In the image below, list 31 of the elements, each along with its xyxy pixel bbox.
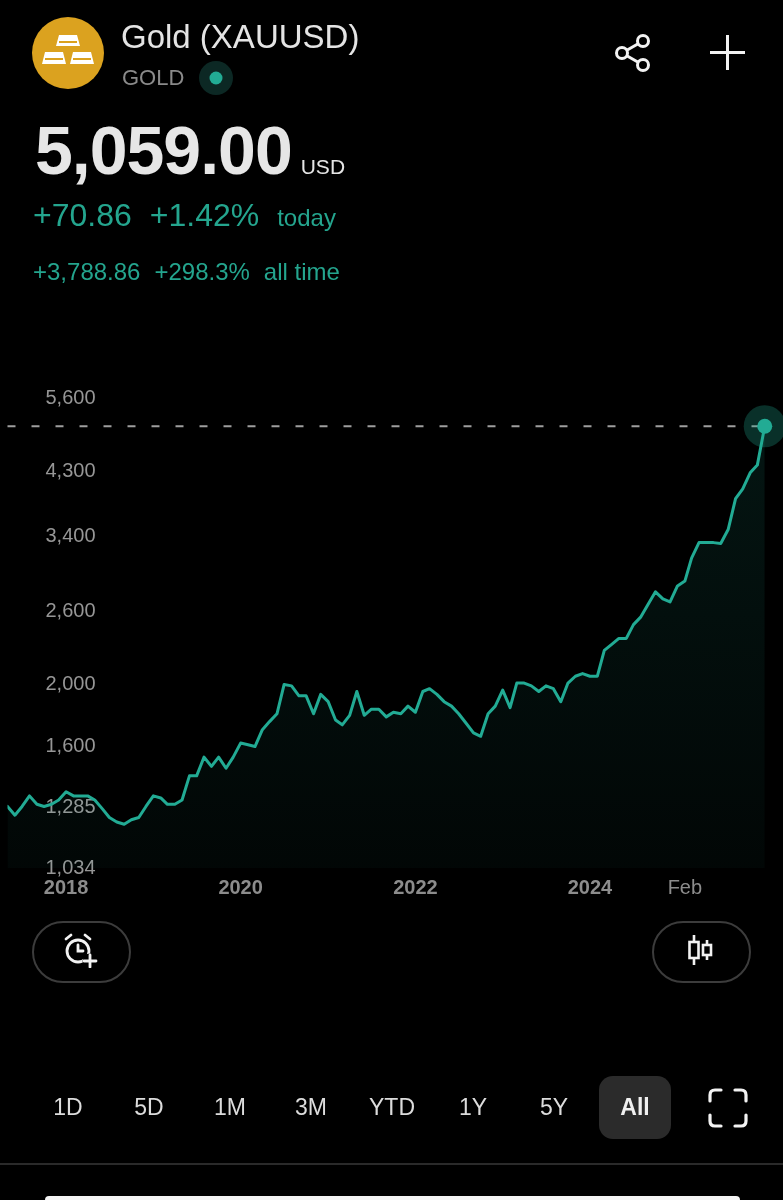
text: USD (300, 155, 346, 178)
x-tick-label: 2018 (43, 875, 89, 898)
text: all time (263, 258, 340, 285)
text: 5Y (539, 1094, 569, 1120)
text: 1M (214, 1094, 246, 1120)
text: 3M (295, 1094, 327, 1120)
y-tick-label: 2,600 (45, 598, 96, 621)
y-tick-label: 5,600 (45, 385, 96, 408)
text: +3,788.86 (33, 258, 141, 285)
text: YTD (369, 1094, 415, 1120)
text: +298.3% (154, 258, 250, 285)
text: 1Y (458, 1094, 488, 1120)
x-tick-label: 2022 (393, 875, 438, 898)
y-tick-label: 1,600 (45, 734, 96, 757)
text: 5D (134, 1094, 164, 1120)
chart-subtitle: GOLD (122, 65, 185, 90)
text: 1D (53, 1094, 83, 1120)
text: 5,059.00 (35, 112, 292, 188)
chart-title: Gold (XAUUSD) (121, 18, 360, 55)
y-tick-label: 3,400 (45, 524, 96, 547)
text: All (620, 1094, 650, 1120)
text: +1.42% (149, 197, 260, 233)
text: today (277, 204, 336, 231)
y-tick-label: 4,300 (45, 459, 96, 482)
x-tick-label: Feb (667, 875, 703, 898)
text: +70.86 (33, 197, 132, 233)
x-tick-label: 2024 (567, 875, 614, 898)
y-tick-label: 1,034 (45, 855, 96, 878)
y-tick-label: 2,000 (45, 671, 96, 694)
y-tick-label: 1,285 (45, 795, 96, 818)
x-tick-label: 2020 (218, 875, 263, 898)
